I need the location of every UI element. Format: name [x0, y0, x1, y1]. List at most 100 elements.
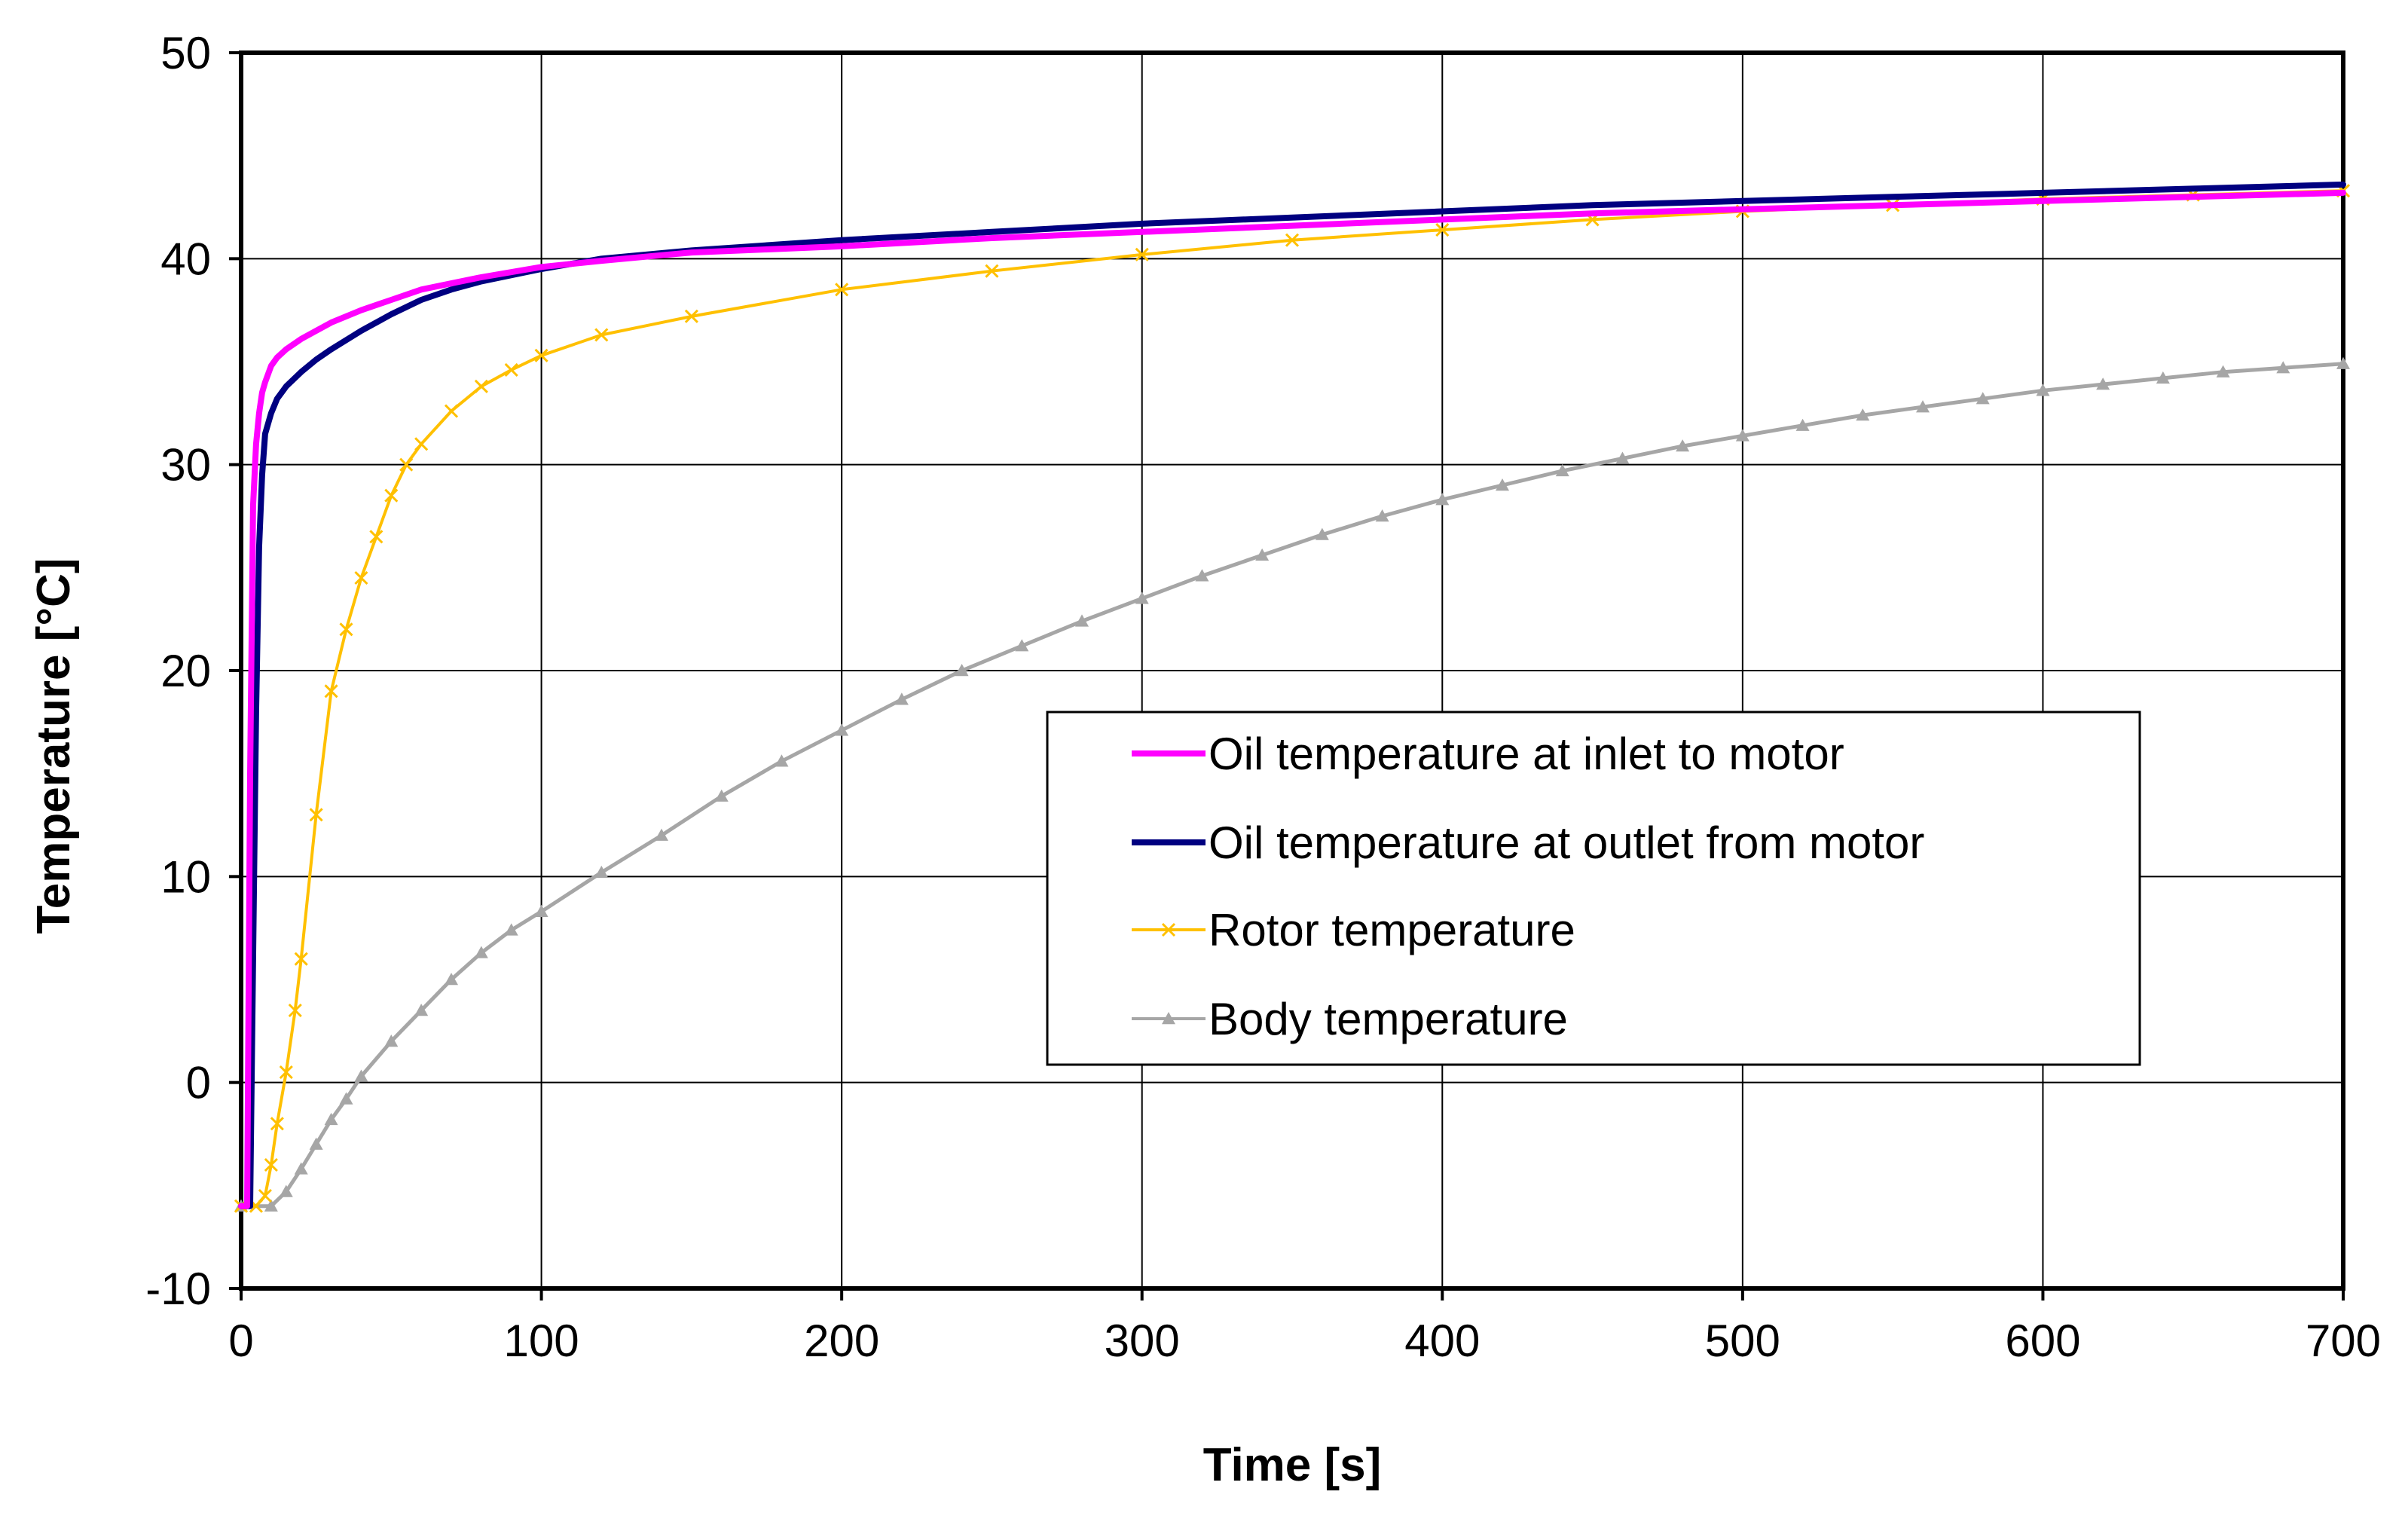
legend-label: Rotor temperature — [1209, 905, 1575, 955]
data-point — [1676, 439, 1690, 452]
data-point — [1315, 527, 1329, 540]
axis-ticks: 0 100 200 300 400 500 600 700 -10 0 10 20 30 40 50 — [145, 28, 2381, 1366]
series-oil-temperature-at-inlet-to-motor — [238, 189, 2346, 1209]
data-point — [955, 664, 969, 677]
data-point — [534, 348, 549, 362]
data-point — [1075, 614, 1089, 627]
data-point — [684, 309, 698, 323]
series-line — [238, 189, 2346, 1209]
data-point — [399, 457, 414, 472]
x-tick-label: 100 — [504, 1316, 579, 1366]
legend: Oil temperature at inlet to motor Oil tem… — [1046, 711, 2141, 1066]
data-point — [1015, 639, 1029, 652]
data-point — [714, 789, 729, 802]
data-point — [288, 1003, 302, 1018]
x-tick-label: 700 — [2306, 1316, 2381, 1366]
data-point — [2216, 365, 2230, 377]
data-series — [234, 181, 2351, 1213]
data-point — [279, 1184, 293, 1197]
legend-entry: Rotor temperature — [1132, 905, 1575, 955]
data-point — [414, 437, 429, 451]
legend-marker — [1161, 922, 1176, 937]
data-point — [894, 692, 909, 705]
data-point — [445, 973, 458, 986]
y-tick-label: 10 — [160, 851, 211, 902]
data-point — [339, 622, 353, 637]
data-point — [1735, 429, 1749, 442]
data-point — [324, 1112, 338, 1126]
data-point — [1135, 591, 1149, 604]
data-point — [655, 828, 668, 841]
data-point — [1255, 548, 1270, 561]
data-point — [835, 723, 849, 736]
legend-label: Oil temperature at outlet from motor — [1209, 818, 1924, 868]
x-axis-title: Time [s] — [1203, 1439, 1382, 1491]
data-point — [1916, 400, 1930, 413]
x-tick-label: 400 — [1404, 1316, 1480, 1366]
data-point — [594, 865, 609, 879]
data-point — [985, 264, 999, 278]
series-body-temperature — [234, 356, 2350, 1212]
data-point — [1435, 493, 1450, 506]
data-point — [2156, 371, 2170, 384]
x-tick-label: 600 — [2005, 1316, 2080, 1366]
data-point — [1615, 451, 1630, 464]
data-point — [474, 946, 488, 958]
data-point — [369, 530, 384, 544]
data-point — [384, 1035, 399, 1047]
legend-label: Body temperature — [1209, 994, 1568, 1044]
legend-label: Oil temperature at inlet to motor — [1209, 729, 1844, 779]
y-tick-label: 40 — [160, 234, 211, 284]
y-tick-label: 0 — [186, 1058, 211, 1108]
data-point — [1976, 392, 1990, 405]
data-point — [594, 328, 609, 342]
data-point — [264, 1157, 278, 1172]
data-point — [1435, 223, 1450, 237]
data-point — [1795, 418, 1810, 431]
grid-lines — [241, 53, 2343, 1288]
legend-entry: Oil temperature at inlet to motor — [1132, 729, 1844, 779]
data-point — [1555, 463, 1569, 477]
x-tick-label: 500 — [1705, 1316, 1780, 1366]
data-point — [309, 808, 323, 822]
y-tick-label: 50 — [160, 28, 211, 78]
x-tick-label: 200 — [804, 1316, 879, 1366]
data-point — [258, 1188, 272, 1203]
y-tick-label: 30 — [160, 440, 211, 491]
data-point — [354, 1069, 368, 1082]
data-point — [294, 952, 308, 966]
y-axis-title: Temperature [°C] — [28, 558, 80, 934]
series-line — [238, 181, 2346, 1209]
data-point — [835, 283, 849, 297]
data-point — [354, 570, 368, 585]
data-point — [414, 1004, 429, 1016]
x-tick-label: 300 — [1105, 1316, 1180, 1366]
data-point — [279, 1065, 293, 1080]
legend-entry: Oil temperature at outlet from motor — [1132, 818, 1924, 868]
data-point — [384, 488, 399, 503]
data-point — [474, 379, 488, 393]
data-point — [504, 923, 518, 936]
data-point — [264, 1199, 278, 1212]
legend-marker — [1162, 1012, 1175, 1025]
legend-box — [1046, 711, 2141, 1066]
data-point — [534, 904, 549, 917]
y-tick-label: 20 — [160, 646, 211, 696]
data-point — [339, 1092, 353, 1105]
legend-entry: Body temperature — [1132, 994, 1568, 1044]
data-point — [1285, 233, 1300, 247]
data-point — [1375, 509, 1389, 522]
data-point — [775, 754, 789, 767]
data-point — [1135, 247, 1149, 261]
series-oil-temperature-at-outlet-from-motor — [238, 181, 2346, 1209]
x-tick-label: 0 — [228, 1316, 253, 1366]
data-point — [309, 1137, 323, 1150]
data-point — [294, 1162, 308, 1175]
data-point — [2276, 361, 2290, 374]
y-tick-label: -10 — [145, 1264, 211, 1314]
data-point — [1195, 569, 1209, 582]
data-point — [1496, 478, 1509, 491]
data-point — [270, 1117, 284, 1131]
series-line — [239, 362, 2345, 1209]
